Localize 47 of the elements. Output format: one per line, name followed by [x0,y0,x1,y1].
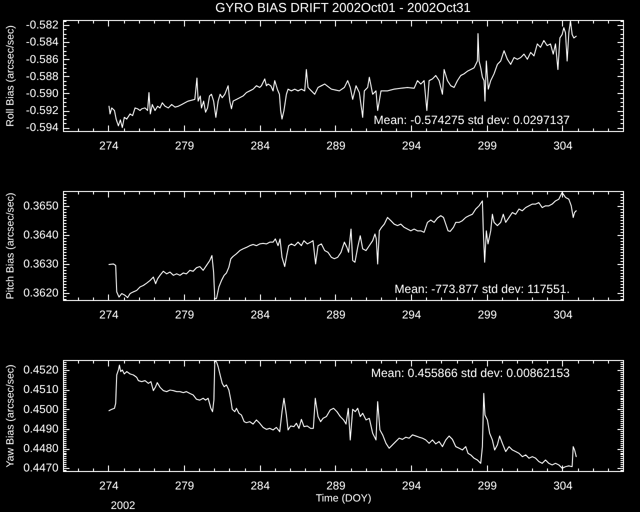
x-tick-label: 294 [402,310,422,322]
x-tick-label: 299 [478,140,497,152]
y-tick-label: 0.3640 [23,229,58,242]
x-tick-label: 284 [250,480,270,492]
x-tick-label: 289 [326,140,346,152]
y-tick-label: -0.594 [26,122,60,134]
y-tick-label: 0.4490 [23,423,58,436]
x-tick-label: 304 [553,140,574,152]
x-axis-title: Time (DOY) [316,492,372,504]
y-tick-label: 0.4520 [23,364,58,377]
y-tick-label: 0.3630 [23,258,58,270]
x-tick-label: 284 [250,310,270,322]
annotation: Mean: -0.574275 std dev: 0.0297137 [374,113,570,127]
x-tick-label: 279 [174,140,194,152]
x-tick-label: 274 [99,140,120,152]
chart-title: GYRO BIAS DRIFT 2002Oct01 - 2002Oct31 [215,0,471,15]
x-tick-label: 289 [326,480,346,492]
y-tick-label: -0.584 [26,36,60,49]
x-tick-label: 274 [99,310,120,322]
x-tick-label: 274 [99,480,120,492]
y-tick-label: 0.4480 [23,443,58,456]
x-tick-label: 289 [326,310,346,322]
y-axis-title: Pitch Bias (arcsec/sec) [4,192,16,300]
y-tick-label: -0.582 [26,20,58,32]
y-tick-label: -0.586 [26,54,58,66]
x-tick-label: 304 [553,480,574,492]
y-tick-label: -0.588 [26,70,58,83]
annotation: Mean: 0.455866 std dev: 0.00862153 [370,366,570,380]
y-tick-label: -0.590 [26,88,58,100]
y-tick-label: 0.4500 [23,404,58,416]
annotation: Mean: -773.877 std dev: 117551. [394,282,570,296]
x-tick-label: 299 [478,480,497,492]
x-tick-label: 279 [174,480,194,492]
y-axis-title: Roll Bias (arcsec/sec) [4,25,16,127]
y-tick-label: 0.4510 [23,384,58,396]
y-tick-label: 0.4470 [23,462,58,475]
y-tick-label: 0.3650 [23,200,58,212]
x-tick-label: 294 [402,140,422,152]
x-tick-label: 299 [478,310,497,322]
y-tick-label: -0.592 [26,105,58,118]
x-tick-label: 284 [250,140,270,152]
y-axis-title: Yaw Bias (arcsec/sec) [4,364,16,468]
text: 2002 [110,500,136,512]
y-tick-label: 0.3620 [23,288,58,300]
x-tick-label: 279 [174,310,194,322]
x-tick-label: 304 [553,310,574,322]
x-tick-label: 294 [402,480,422,492]
